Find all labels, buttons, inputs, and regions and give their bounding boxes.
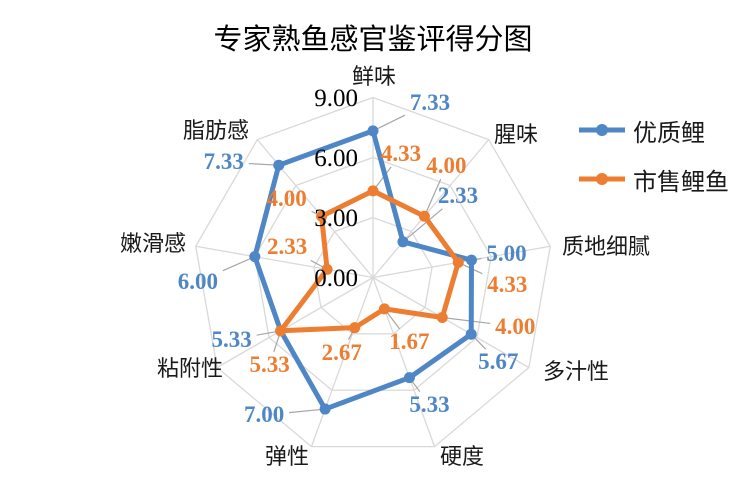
chart-legend: 优质鲤 市售鲤鱼 xyxy=(578,118,729,216)
category-label-4: 硬度 xyxy=(439,444,485,469)
data-point xyxy=(378,303,390,315)
category-label-8: 脂肪感 xyxy=(182,118,250,143)
axis-spoke-5 xyxy=(310,277,374,447)
legend-marker-line-dot-orange xyxy=(579,173,625,185)
leader-line xyxy=(402,208,443,243)
data-point xyxy=(367,125,379,137)
axis-spoke-1 xyxy=(372,139,490,278)
leader-line xyxy=(423,178,442,217)
category-label-6: 粘附性 xyxy=(156,356,224,381)
data-point xyxy=(275,325,287,337)
data-label: 5.33 xyxy=(409,391,450,417)
data-label: 7.33 xyxy=(409,89,451,115)
data-point xyxy=(273,159,285,171)
data-label: 4.00 xyxy=(266,186,307,212)
category-label-7: 嫩滑感 xyxy=(119,231,187,256)
leader-line xyxy=(442,316,491,325)
leader-line xyxy=(222,256,256,272)
data-point xyxy=(418,210,430,222)
category-label-0: 鲜味 xyxy=(351,64,397,89)
data-label: 6.00 xyxy=(177,268,218,294)
data-label: 5.33 xyxy=(211,326,252,352)
axis-spoke-3 xyxy=(372,276,530,369)
data-label: 4.00 xyxy=(495,313,536,339)
data-point xyxy=(465,328,477,340)
data-label: 4.33 xyxy=(380,140,422,166)
tick-label-0.00: 0.00 xyxy=(314,264,358,292)
data-point xyxy=(316,210,328,222)
legend-item-series-1: 优质鲤 xyxy=(578,118,729,147)
category-label-2: 质地细腻 xyxy=(561,234,651,259)
legend-label-series-2: 市售鲤鱼 xyxy=(633,169,729,196)
leader-line xyxy=(289,408,326,414)
tick-label-3.00: 3.00 xyxy=(314,204,358,232)
data-label: 1.67 xyxy=(389,328,430,354)
series-line-1 xyxy=(278,188,461,334)
series-line-0 xyxy=(252,128,474,412)
data-point xyxy=(397,236,409,248)
category-label-1: 腥味 xyxy=(493,122,539,147)
data-label: 4.00 xyxy=(426,153,467,179)
data-point xyxy=(349,322,361,334)
category-label-3: 多汁性 xyxy=(542,359,610,384)
data-point xyxy=(319,403,331,415)
data-label: 2.33 xyxy=(437,182,479,208)
data-label: 5.00 xyxy=(486,241,527,267)
legend-label-series-1: 优质鲤 xyxy=(633,120,705,147)
tick-label-6.00: 6.00 xyxy=(314,144,358,172)
data-point xyxy=(249,251,261,263)
leader-line xyxy=(372,114,406,132)
data-label: 2.33 xyxy=(266,234,308,260)
legend-marker-line-dot-blue xyxy=(579,124,625,136)
data-point xyxy=(403,372,415,384)
category-label-5: 弹性 xyxy=(264,444,310,469)
data-point xyxy=(367,185,379,197)
data-label: 5.33 xyxy=(249,351,290,377)
data-label: 7.00 xyxy=(243,402,285,428)
data-point xyxy=(436,312,448,323)
data-label: 2.67 xyxy=(321,339,362,365)
data-point xyxy=(321,263,333,275)
data-label: 4.33 xyxy=(487,272,528,298)
legend-item-series-2: 市售鲤鱼 xyxy=(578,167,729,196)
data-label: 7.33 xyxy=(203,149,244,175)
tick-label-9.00: 9.00 xyxy=(314,84,358,112)
axis-spoke-6 xyxy=(216,276,374,369)
data-point xyxy=(452,256,464,268)
grid-ring-9 xyxy=(195,96,551,448)
axis-spoke-7 xyxy=(195,245,374,279)
data-point xyxy=(465,254,477,266)
chart-title: 专家熟鱼感官鉴评得分图 xyxy=(213,24,533,56)
data-label: 5.67 xyxy=(478,349,519,375)
